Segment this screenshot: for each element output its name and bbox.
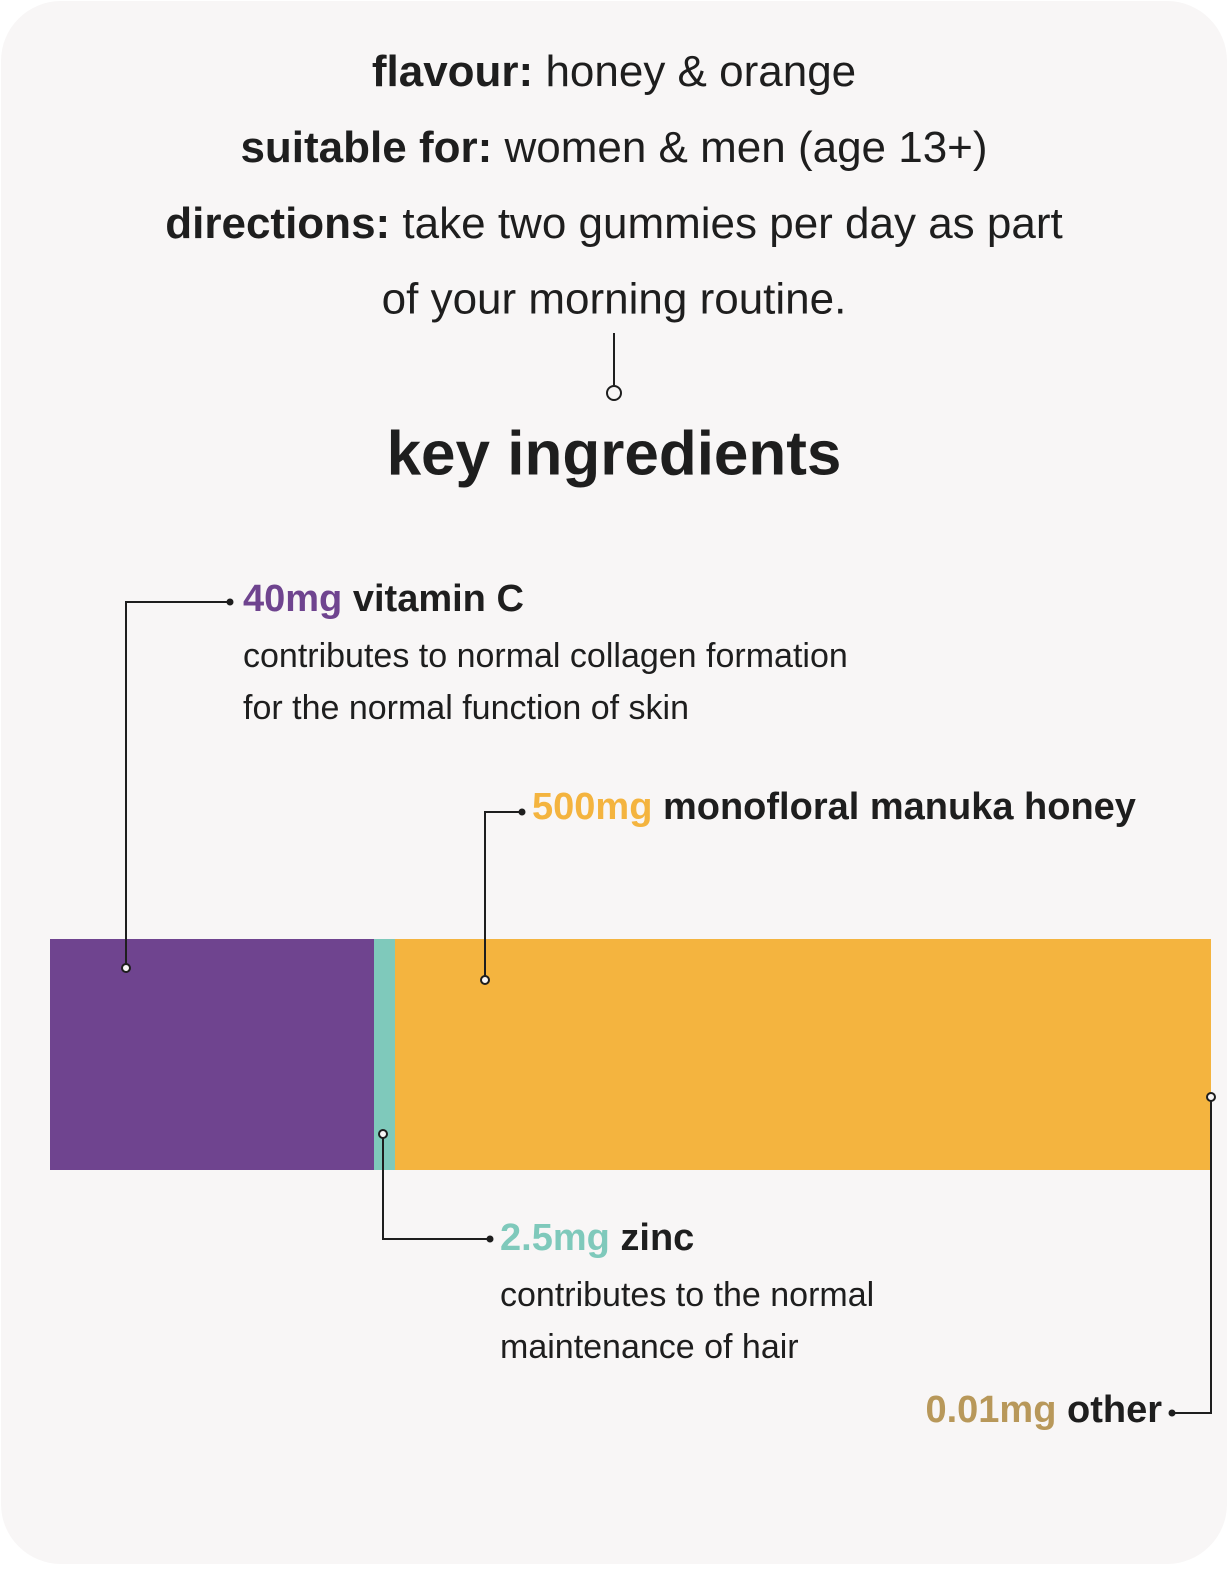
detail-line: suitable for: women & men (age 13+) — [240, 123, 987, 172]
detail-text: of your morning routine. — [382, 275, 847, 324]
ingredient-title: 0.01mg other — [925, 1389, 1162, 1431]
connector-dot — [378, 1129, 388, 1139]
ingredient-name: monofloral manuka honey — [663, 786, 1136, 828]
connector — [125, 601, 230, 968]
connector-dot — [226, 598, 234, 606]
connector — [484, 811, 522, 980]
heading: key ingredients — [387, 419, 842, 488]
ingredient-title: 40mg vitamin C — [243, 578, 524, 620]
connector — [382, 1134, 490, 1240]
detail-text: honey & orange — [545, 47, 856, 96]
ingredient-title: 500mg monofloral manuka honey — [532, 786, 1136, 828]
bar-segment — [374, 939, 395, 1170]
connector-dot — [1206, 1092, 1216, 1102]
connector-dot — [486, 1235, 494, 1243]
ingredient-amount: 0.01mg — [925, 1389, 1056, 1431]
detail-label: directions: — [165, 199, 390, 248]
detail-line: directions: take two gummies per day as … — [165, 199, 1062, 248]
ingredient-description: contributes to the normal — [500, 1276, 874, 1314]
ingredient-amount: 40mg — [243, 578, 342, 620]
ingredient-name: other — [1067, 1389, 1162, 1431]
detail-label: suitable for: — [240, 123, 492, 172]
bar-segment — [395, 939, 1211, 1170]
connector-dot — [606, 385, 622, 401]
connector-dot — [480, 975, 490, 985]
detail-label: flavour: — [372, 47, 533, 96]
detail-line: flavour: honey & orange — [372, 47, 856, 96]
detail-text: take two gummies per day as part — [402, 199, 1062, 248]
ingredient-amount: 2.5mg — [500, 1217, 610, 1259]
connector-dot — [121, 963, 131, 973]
connector-dot — [1168, 1409, 1176, 1417]
connector-dot — [518, 808, 526, 816]
connector — [1172, 1097, 1212, 1414]
detail-text: women & men (age 13+) — [503, 123, 987, 172]
ingredient-amount: 500mg — [532, 786, 652, 828]
ingredient-description: for the normal function of skin — [243, 689, 689, 727]
ingredient-description: maintenance of hair — [500, 1328, 799, 1366]
ingredient-title: 2.5mg zinc — [500, 1217, 694, 1259]
bar-segment — [50, 939, 374, 1170]
ingredient-description: contributes to normal collagen formation — [243, 637, 848, 675]
ingredient-name: zinc — [620, 1217, 694, 1259]
ingredient-name: vitamin C — [353, 578, 524, 620]
